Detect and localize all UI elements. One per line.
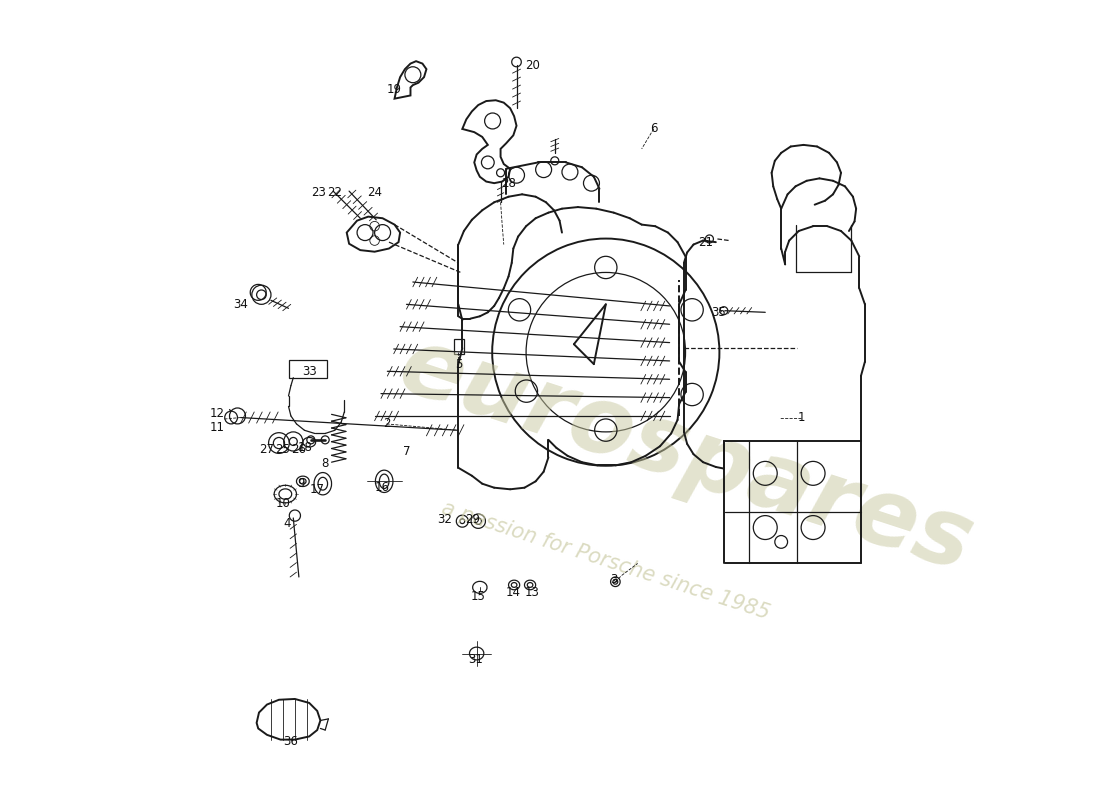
Text: eurospares: eurospares xyxy=(387,320,983,592)
Text: a passion for Porsche since 1985: a passion for Porsche since 1985 xyxy=(439,498,772,624)
Text: 9: 9 xyxy=(297,478,305,490)
Text: 15: 15 xyxy=(471,590,486,603)
Text: 12: 12 xyxy=(209,407,224,420)
Text: 6: 6 xyxy=(650,122,658,135)
Text: 34: 34 xyxy=(233,298,249,311)
Text: 24: 24 xyxy=(367,186,382,199)
Text: 4: 4 xyxy=(283,517,290,530)
Text: 19: 19 xyxy=(387,82,402,95)
Text: 8: 8 xyxy=(321,458,329,470)
Text: 7: 7 xyxy=(403,446,410,458)
Text: 14: 14 xyxy=(506,586,520,599)
Text: 26: 26 xyxy=(292,443,307,456)
Text: 31: 31 xyxy=(469,653,483,666)
Text: 18: 18 xyxy=(298,442,312,454)
Text: 17: 17 xyxy=(310,482,324,496)
Text: 32: 32 xyxy=(438,513,452,526)
Text: 2: 2 xyxy=(383,418,390,430)
Text: 28: 28 xyxy=(502,177,516,190)
Text: 20: 20 xyxy=(525,58,540,72)
Text: 13: 13 xyxy=(525,586,540,599)
Text: 29: 29 xyxy=(465,513,481,526)
Text: 22: 22 xyxy=(328,186,342,199)
Text: 11: 11 xyxy=(209,422,224,434)
Text: 25: 25 xyxy=(275,443,290,456)
Text: 5: 5 xyxy=(454,358,462,370)
Text: 33: 33 xyxy=(301,365,317,378)
Text: 35: 35 xyxy=(712,306,726,319)
Text: 10: 10 xyxy=(275,497,290,510)
Text: 1: 1 xyxy=(798,411,805,424)
Text: 36: 36 xyxy=(284,734,298,748)
Text: 21: 21 xyxy=(698,236,713,249)
Text: 16: 16 xyxy=(375,481,390,494)
Text: 3: 3 xyxy=(610,573,617,586)
Text: 27: 27 xyxy=(260,443,275,456)
Text: 23: 23 xyxy=(311,186,327,199)
